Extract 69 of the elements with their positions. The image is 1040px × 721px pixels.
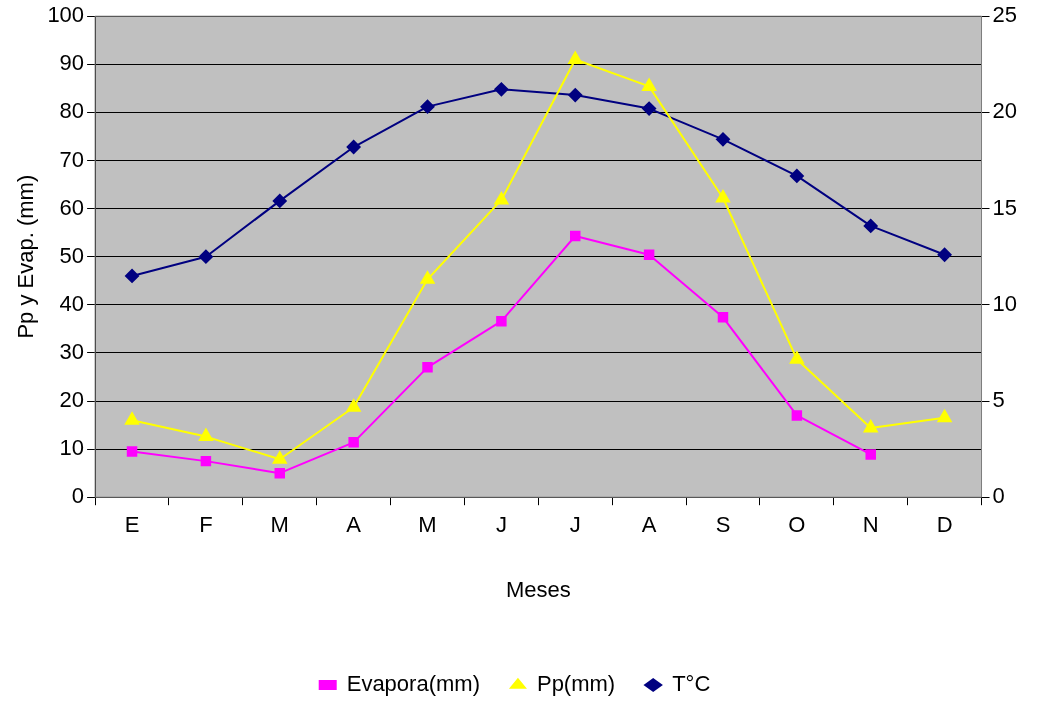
point: [346, 399, 361, 412]
x-tick-label: D: [936, 512, 953, 538]
x-tick-label: E: [124, 512, 140, 538]
point: [422, 362, 433, 373]
y2-tick-label: 0: [992, 483, 1005, 509]
y2-tick-label: 5: [992, 387, 1005, 413]
y-axis-title: Pp y Evap. (mm): [13, 174, 39, 339]
point: [717, 312, 729, 323]
y-tick-label: 20: [59, 387, 85, 413]
point: [789, 351, 804, 364]
point: [642, 101, 657, 116]
point: [125, 268, 140, 283]
y-tick-label: 30: [59, 338, 85, 364]
y-tick-label: 60: [59, 194, 85, 220]
x-tick-label: J: [569, 512, 581, 538]
point: [124, 412, 140, 425]
y2-tick-label: 25: [992, 2, 1018, 28]
point: [568, 88, 583, 103]
point: [568, 51, 583, 64]
point: [863, 419, 878, 433]
x-tick-label: M: [270, 512, 289, 538]
y-tick-label: 10: [59, 435, 85, 461]
x-axis-title: Meses: [505, 576, 571, 602]
legend-label: Evapora(mm): [346, 671, 480, 697]
y2-tick-label: 20: [992, 98, 1018, 124]
point: [642, 78, 657, 91]
y-tick-label: 80: [59, 98, 85, 124]
x-tick-label: F: [199, 512, 213, 538]
point: [272, 193, 287, 208]
point: [863, 218, 878, 233]
x-tick-label: N: [862, 512, 879, 538]
y-tick-label: 70: [59, 146, 85, 172]
point: [346, 140, 361, 155]
point: [126, 446, 138, 457]
point: [570, 230, 581, 242]
point: [494, 82, 509, 97]
point: [865, 449, 876, 460]
point: [715, 132, 730, 147]
x-tick-label: S: [715, 512, 731, 538]
point: [789, 168, 804, 183]
legend-label: T°C: [672, 671, 711, 697]
x-tick-label: J: [495, 512, 507, 538]
point: [791, 410, 803, 421]
point: [420, 271, 435, 284]
point: [274, 467, 286, 479]
y2-tick-label: 15: [992, 194, 1018, 220]
x-tick-label: A: [346, 512, 362, 538]
legend-label: Pp(mm): [536, 671, 616, 697]
y-tick-label: 90: [59, 50, 85, 76]
point: [937, 247, 952, 262]
point: [198, 428, 213, 442]
point: [348, 437, 359, 448]
point: [198, 249, 213, 264]
point: [200, 455, 212, 467]
point: [494, 191, 509, 205]
y-tick-label: 100: [47, 2, 85, 28]
y2-tick-label: 10: [992, 290, 1018, 316]
point: [272, 451, 287, 464]
point: [643, 249, 655, 261]
y-tick-label: 50: [59, 242, 85, 268]
x-tick-label: O: [788, 512, 806, 538]
y-tick-label: 0: [71, 483, 85, 509]
y-tick-label: 40: [59, 290, 85, 316]
point: [496, 315, 507, 327]
point: [420, 99, 435, 114]
x-tick-label: M: [418, 512, 437, 538]
point: [715, 190, 731, 203]
point: [937, 409, 952, 423]
x-tick-label: A: [641, 512, 657, 538]
